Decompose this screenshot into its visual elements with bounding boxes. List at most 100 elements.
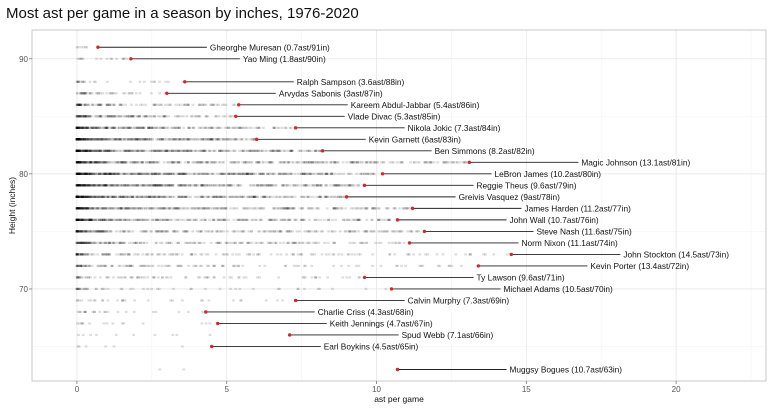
season-point [182, 184, 186, 187]
season-point [351, 207, 355, 210]
season-point [140, 195, 144, 198]
season-point [89, 172, 93, 175]
season-point [75, 218, 79, 221]
season-point [330, 161, 334, 164]
season-point [77, 138, 81, 141]
season-point [81, 126, 85, 129]
season-point [135, 207, 139, 210]
season-point [95, 161, 99, 164]
season-point [75, 149, 79, 152]
season-point [238, 149, 241, 152]
season-point [75, 253, 79, 256]
season-point [345, 276, 349, 279]
season-point [104, 253, 108, 256]
season-point [303, 172, 307, 175]
season-point [339, 264, 343, 268]
season-point [216, 126, 220, 129]
season-point [161, 138, 165, 141]
season-point [75, 276, 79, 279]
season-point [77, 195, 80, 198]
season-point [208, 322, 212, 325]
season-point [77, 138, 81, 141]
season-point [151, 172, 154, 175]
season-point [108, 161, 112, 164]
season-point [88, 230, 92, 233]
season-point [177, 310, 181, 314]
season-point [114, 218, 118, 221]
season-point [81, 126, 85, 129]
season-point [106, 115, 110, 118]
season-point [84, 149, 88, 152]
season-point [258, 126, 262, 129]
season-point [187, 161, 190, 164]
season-point [262, 207, 266, 210]
season-point [205, 172, 209, 175]
season-point [106, 299, 110, 302]
season-point [143, 172, 146, 175]
season-point [369, 161, 373, 164]
season-point [147, 126, 151, 129]
season-point [199, 241, 203, 245]
season-point [121, 126, 125, 129]
season-point [137, 276, 140, 279]
season-point [97, 172, 101, 175]
season-point [77, 195, 80, 198]
season-point [338, 184, 342, 187]
season-point [169, 172, 173, 175]
season-point [83, 172, 87, 175]
season-point [88, 241, 92, 245]
season-point [369, 230, 373, 233]
season-point [109, 138, 113, 141]
season-point [122, 126, 126, 129]
season-point [102, 184, 106, 187]
season-point [78, 207, 82, 210]
season-point [102, 218, 106, 221]
season-point [150, 195, 153, 198]
season-point [142, 138, 145, 141]
season-point [390, 161, 394, 164]
season-point [464, 253, 467, 256]
season-point [119, 161, 123, 164]
season-point [103, 172, 107, 175]
season-point [332, 207, 336, 210]
season-point [127, 207, 131, 210]
season-point [236, 161, 240, 164]
season-point [90, 126, 94, 129]
season-point [307, 184, 311, 187]
season-point [95, 57, 99, 60]
season-point [357, 218, 360, 221]
season-point [107, 115, 111, 118]
season-point [90, 195, 93, 198]
season-point [96, 161, 100, 164]
season-point [247, 195, 251, 198]
season-point [83, 103, 87, 106]
season-point [144, 230, 147, 233]
season-point [288, 218, 291, 221]
season-point [108, 103, 112, 106]
season-point [215, 195, 219, 198]
season-point [254, 172, 258, 175]
season-point [148, 195, 152, 198]
season-point [76, 218, 79, 221]
season-point [178, 149, 182, 152]
season-point [142, 218, 146, 221]
season-point [233, 230, 237, 233]
season-point [202, 138, 206, 141]
season-point [89, 218, 93, 221]
season-point [178, 126, 181, 129]
season-point [76, 138, 80, 141]
season-point [222, 103, 226, 106]
season-point [141, 126, 145, 129]
season-point [92, 184, 96, 187]
season-point [105, 149, 109, 152]
season-point [229, 184, 232, 187]
season-point [75, 149, 79, 152]
season-point [332, 207, 336, 210]
season-point [99, 241, 103, 245]
season-point [84, 161, 87, 164]
season-point [92, 253, 96, 256]
season-point [80, 195, 84, 198]
season-point [100, 218, 104, 221]
season-point [77, 138, 81, 141]
